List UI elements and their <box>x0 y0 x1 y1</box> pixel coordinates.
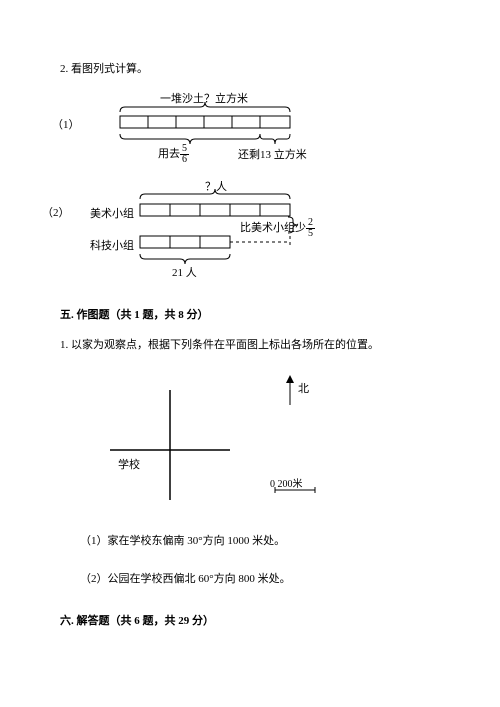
north-label: 北 <box>298 380 309 396</box>
school-label: 学校 <box>118 456 140 472</box>
section-6-title: 六. 解答题（共 6 题，共 29 分） <box>60 612 450 628</box>
scale-label: 0 200米 <box>270 475 303 490</box>
diagram-2-bottom-text: 21 人 <box>172 264 197 280</box>
section-5-sub1: （1）家在学校东偏南 30°方向 1000 米处。 <box>80 532 450 548</box>
diagram-1-top-text: 一堆沙土？立方米 <box>160 90 248 106</box>
diagram-compass: 北 学校 0 200米 <box>80 370 450 510</box>
question-2-title: 2. 看图列式计算。 <box>60 60 450 76</box>
compass-svg <box>80 370 360 510</box>
diagram-2-svg <box>80 186 380 276</box>
diagram-2: （2） ？人 美术小组 科技小组 比美术小组少25 21 人 <box>80 186 450 276</box>
section-5-sub2: （2）公园在学校西偏北 60°方向 800 米处。 <box>80 570 450 586</box>
diagram-2-index: （2） <box>42 204 70 220</box>
diagram-1-index: （1） <box>52 116 80 132</box>
section-5-title: 五. 作图题（共 1 题，共 8 分） <box>60 306 450 322</box>
diagram-1-left-text: 用去56 <box>158 144 189 165</box>
diagram-1-right-text: 还剩13 立方米 <box>238 146 307 162</box>
diagram-2-right-text: 比美术小组少25 <box>240 218 315 239</box>
diagram-2-row1-label: 美术小组 <box>90 205 134 221</box>
diagram-2-top-text: ？人 <box>205 178 227 194</box>
section-5-q1: 1. 以家为观察点，根据下列条件在平面图上标出各场所在的位置。 <box>60 336 450 352</box>
diagram-2-row2-label: 科技小组 <box>90 237 134 253</box>
diagram-1: （1） 一堆沙土？立方米 用去56 还剩13 立方米 <box>80 94 450 164</box>
